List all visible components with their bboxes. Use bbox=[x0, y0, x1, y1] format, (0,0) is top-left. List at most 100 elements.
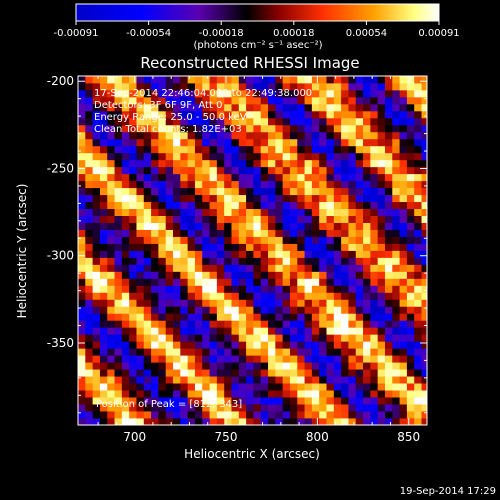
heatmap-cell bbox=[231, 229, 240, 237]
heatmap-cell bbox=[209, 82, 218, 91]
heatmap-cell bbox=[136, 173, 145, 182]
heatmap-cell bbox=[224, 82, 232, 91]
heatmap-cell bbox=[231, 82, 240, 91]
heatmap-cell bbox=[253, 152, 262, 161]
heatmap-cell bbox=[260, 117, 269, 126]
heatmap-cell bbox=[202, 110, 210, 119]
heatmap-cell bbox=[355, 82, 364, 91]
heatmap-cell bbox=[348, 124, 357, 133]
heatmap-cell bbox=[173, 334, 181, 342]
heatmap-cell bbox=[392, 383, 400, 391]
heatmap-cell bbox=[78, 285, 86, 293]
heatmap-cell bbox=[209, 411, 218, 419]
heatmap-cell bbox=[348, 180, 357, 189]
heatmap-cell bbox=[319, 110, 327, 119]
heatmap-cell bbox=[78, 145, 86, 154]
heatmap-cell bbox=[231, 404, 240, 412]
heatmap-cell bbox=[282, 320, 291, 328]
heatmap-cell bbox=[202, 194, 210, 203]
heatmap-cell bbox=[224, 110, 232, 119]
heatmap-cell bbox=[253, 96, 262, 105]
heatmap-cell bbox=[121, 187, 130, 196]
heatmap-cell bbox=[399, 376, 408, 384]
heatmap-cell bbox=[129, 418, 137, 425]
heatmap-cell bbox=[370, 180, 379, 189]
heatmap-cell bbox=[194, 313, 203, 321]
heatmap-cell bbox=[78, 411, 86, 419]
heatmap-cell bbox=[151, 124, 159, 133]
heatmap-cell bbox=[143, 215, 152, 223]
heatmap-cell bbox=[268, 194, 276, 203]
heatmap-cell bbox=[165, 236, 174, 244]
heatmap-cell bbox=[355, 117, 364, 126]
heatmap-cell bbox=[78, 404, 86, 412]
heatmap-cell bbox=[187, 208, 196, 216]
heatmap-cell bbox=[341, 208, 349, 216]
heatmap-cell bbox=[311, 348, 320, 356]
heatmap-cell bbox=[377, 117, 386, 126]
heatmap-cell bbox=[231, 348, 240, 356]
heatmap-cell bbox=[238, 243, 247, 251]
heatmap-cell bbox=[187, 355, 196, 363]
heatmap-cell bbox=[246, 404, 254, 412]
heatmap-cell bbox=[268, 138, 276, 147]
heatmap-cell bbox=[129, 411, 137, 419]
heatmap-cell bbox=[246, 334, 254, 342]
heatmap-cell bbox=[85, 103, 94, 112]
heatmap-cell bbox=[319, 180, 327, 189]
heatmap-cell bbox=[384, 250, 393, 258]
heatmap-cell bbox=[202, 341, 210, 349]
heatmap-cell bbox=[92, 229, 101, 237]
heatmap-cell bbox=[304, 89, 313, 98]
heatmap-cell bbox=[319, 362, 327, 370]
heatmap-cell bbox=[282, 306, 291, 314]
heatmap-cell bbox=[165, 166, 174, 175]
heatmap-cell bbox=[414, 341, 422, 349]
heatmap-cell bbox=[282, 194, 291, 203]
heatmap-cell bbox=[370, 285, 379, 293]
heatmap-cell bbox=[99, 124, 108, 133]
heatmap-cell bbox=[224, 250, 232, 258]
heatmap-cell bbox=[78, 229, 86, 237]
heatmap-cell bbox=[136, 299, 145, 307]
heatmap-cell bbox=[253, 334, 262, 342]
heatmap-cell bbox=[107, 243, 115, 251]
heatmap-cell bbox=[260, 348, 269, 356]
heatmap-cell bbox=[333, 152, 342, 161]
heatmap-cell bbox=[384, 124, 393, 133]
heatmap-cell bbox=[151, 159, 159, 168]
heatmap-cell bbox=[370, 348, 379, 356]
heatmap-cell bbox=[406, 222, 415, 230]
heatmap-cell bbox=[224, 397, 232, 405]
heatmap-cell bbox=[421, 285, 427, 293]
heatmap-cell bbox=[107, 166, 115, 175]
heatmap-cell bbox=[341, 152, 349, 161]
heatmap-cell bbox=[129, 390, 137, 398]
heatmap-cell bbox=[363, 201, 371, 210]
heatmap-cell bbox=[377, 411, 386, 419]
heatmap-cell bbox=[216, 229, 225, 237]
heatmap-cell bbox=[326, 194, 335, 203]
heatmap-cell bbox=[224, 271, 232, 279]
heatmap-cell bbox=[216, 82, 225, 91]
heatmap-cell bbox=[136, 390, 145, 398]
heatmap-cell bbox=[260, 138, 269, 147]
heatmap-cell bbox=[370, 320, 379, 328]
heatmap-cell bbox=[326, 257, 335, 265]
heatmap-cell bbox=[114, 369, 123, 377]
heatmap-cell bbox=[78, 222, 86, 230]
heatmap-cell bbox=[348, 76, 357, 84]
heatmap-cell bbox=[151, 243, 159, 251]
heatmap-cell bbox=[151, 299, 159, 307]
heatmap-cell bbox=[384, 257, 393, 265]
heatmap-cell bbox=[333, 306, 342, 314]
heatmap-cell bbox=[282, 397, 291, 405]
heatmap-cell bbox=[297, 250, 305, 258]
heatmap-cell bbox=[275, 285, 284, 293]
heatmap-cell bbox=[231, 173, 240, 182]
heatmap-cell bbox=[180, 390, 189, 398]
heatmap-cell bbox=[355, 138, 364, 147]
heatmap-cell bbox=[304, 243, 313, 251]
heatmap-cell bbox=[311, 103, 320, 112]
heatmap-cell bbox=[289, 229, 298, 237]
